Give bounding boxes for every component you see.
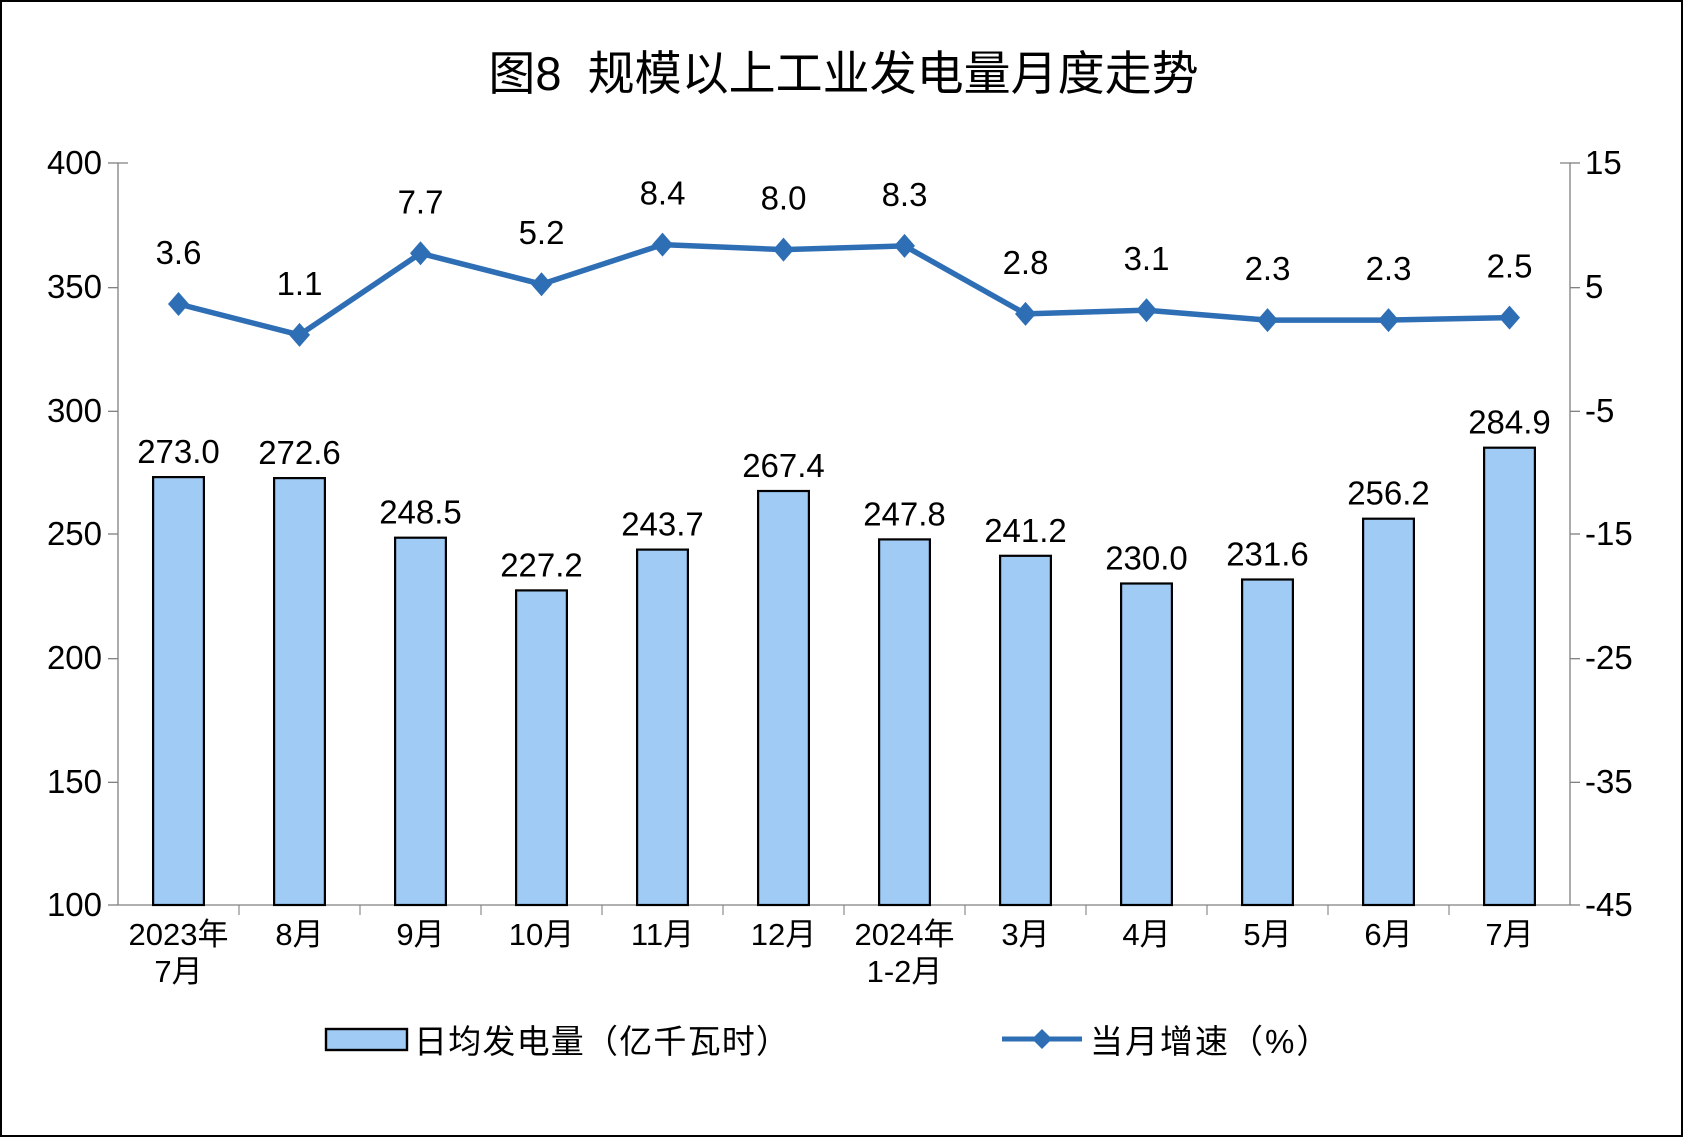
svg-text:10月: 10月	[509, 917, 574, 952]
svg-text:-5: -5	[1585, 392, 1614, 429]
svg-text:7月: 7月	[1485, 917, 1533, 952]
svg-text:5月: 5月	[1243, 917, 1291, 952]
svg-text:243.7: 243.7	[621, 506, 704, 543]
svg-text:2023年: 2023年	[129, 917, 229, 952]
svg-text:241.2: 241.2	[984, 512, 1067, 549]
svg-text:150: 150	[47, 763, 102, 800]
svg-text:284.9: 284.9	[1468, 404, 1551, 441]
svg-text:日均发电量（亿千瓦时）: 日均发电量（亿千瓦时）	[414, 1023, 790, 1060]
svg-text:3月: 3月	[1001, 917, 1049, 952]
svg-text:-35: -35	[1585, 763, 1633, 800]
svg-text:267.4: 267.4	[742, 447, 825, 484]
svg-text:8.4: 8.4	[640, 175, 686, 212]
svg-text:300: 300	[47, 392, 102, 429]
svg-text:248.5: 248.5	[379, 494, 462, 531]
svg-text:2024年: 2024年	[855, 917, 955, 952]
svg-text:1-2月: 1-2月	[867, 954, 943, 989]
svg-text:8.3: 8.3	[882, 176, 928, 213]
svg-text:1.1: 1.1	[277, 265, 323, 302]
svg-text:273.0: 273.0	[137, 433, 220, 470]
svg-text:256.2: 256.2	[1347, 475, 1430, 512]
svg-text:2.8: 2.8	[1003, 244, 1049, 281]
svg-text:2.3: 2.3	[1366, 250, 1412, 287]
svg-text:250: 250	[47, 515, 102, 552]
svg-text:8月: 8月	[275, 917, 323, 952]
svg-text:15: 15	[1585, 144, 1622, 181]
svg-text:400: 400	[47, 144, 102, 181]
svg-text:100: 100	[47, 886, 102, 923]
svg-text:-45: -45	[1585, 886, 1633, 923]
svg-text:230.0: 230.0	[1105, 540, 1188, 577]
svg-text:272.6: 272.6	[258, 434, 341, 471]
svg-text:2.3: 2.3	[1245, 250, 1291, 287]
svg-text:6月: 6月	[1364, 917, 1412, 952]
svg-text:8.0: 8.0	[761, 180, 807, 217]
svg-text:7月: 7月	[154, 954, 202, 989]
svg-text:12月: 12月	[751, 917, 816, 952]
svg-text:200: 200	[47, 639, 102, 676]
svg-text:当月增速（%）: 当月增速（%）	[1090, 1023, 1331, 1060]
svg-text:9月: 9月	[396, 917, 444, 952]
svg-text:5: 5	[1585, 268, 1603, 305]
svg-text:7.7: 7.7	[398, 183, 444, 220]
svg-text:227.2: 227.2	[500, 546, 583, 583]
svg-text:11月: 11月	[631, 917, 694, 952]
svg-text:247.8: 247.8	[863, 495, 946, 532]
svg-text:-15: -15	[1585, 515, 1633, 552]
svg-text:350: 350	[47, 268, 102, 305]
svg-text:2.5: 2.5	[1487, 248, 1533, 285]
svg-text:231.6: 231.6	[1226, 536, 1309, 573]
svg-text:3.6: 3.6	[156, 234, 202, 271]
svg-text:5.2: 5.2	[519, 214, 565, 251]
svg-text:4月: 4月	[1122, 917, 1170, 952]
svg-text:3.1: 3.1	[1124, 240, 1170, 277]
svg-text:-25: -25	[1585, 639, 1633, 676]
